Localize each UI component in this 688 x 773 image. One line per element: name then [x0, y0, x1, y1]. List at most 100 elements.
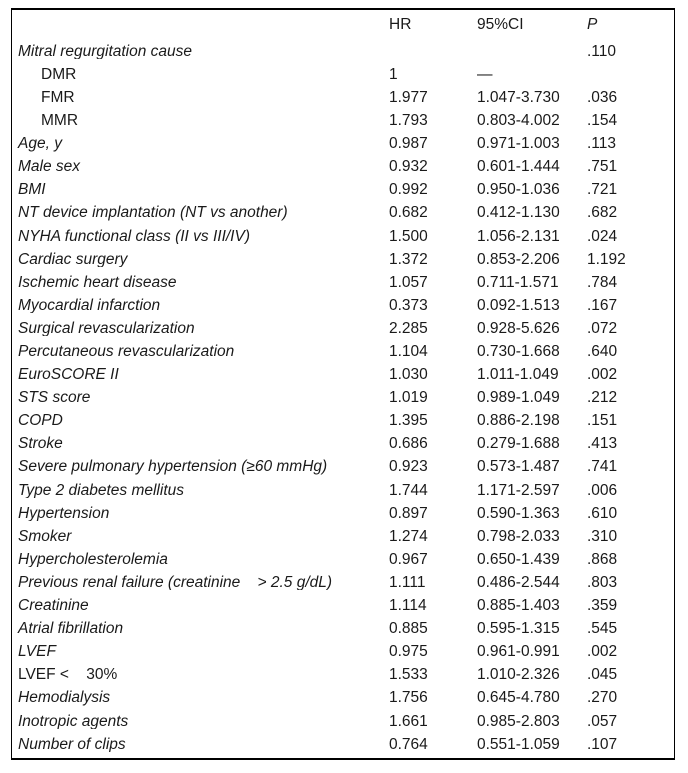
hr-value: 2.285	[389, 320, 428, 337]
hr-value: 0.992	[389, 182, 428, 198]
hr-value: 1.793	[389, 113, 428, 129]
ci-value: 0.650-1.439	[477, 551, 560, 568]
ci-value: 1.011-1.049	[477, 367, 559, 383]
ci-value: 0.950-1.036	[477, 182, 560, 198]
hr-value: 1.395	[389, 413, 428, 429]
hr-value: 1	[389, 66, 398, 83]
table-row: LVEF 0.975 0.961-0.991 .002	[12, 640, 674, 663]
p-value: .002	[587, 367, 618, 383]
ci-value: 0.798-2.033	[477, 528, 560, 545]
ci-value: 0.961-0.991	[477, 644, 560, 660]
table-row: BMI 0.992 0.950-1.036 .721	[12, 179, 674, 202]
ci-value: 0.711-1.571	[477, 274, 559, 291]
row-label: Inotropic agents	[18, 713, 129, 730]
table-body: Mitral regurgitation cause .110 DMR 1 — FMR 1.…	[12, 40, 674, 756]
table-row: Percutaneous revascularization 1.104 0.730…	[12, 340, 674, 363]
row-label: COPD	[18, 413, 63, 429]
hr-value: 1.756	[389, 690, 428, 706]
table-row: MMR 1.793 0.803-4.002 .154	[12, 109, 674, 132]
row-label: Hemodialysis	[18, 690, 111, 706]
row-label: NT device implantation (NT vs another)	[18, 205, 288, 221]
hr-value: 0.923	[389, 459, 428, 475]
ci-value: 0.645-4.780	[477, 690, 560, 706]
table-row: NT device implantation (NT vs another) 0.…	[12, 202, 674, 225]
hr-value: 0.686	[389, 436, 428, 452]
row-label: Percutaneous revascularization	[18, 344, 235, 360]
p-value: .107	[587, 736, 618, 753]
hr-value: 0.975	[389, 644, 428, 660]
hr-value: 0.682	[389, 205, 428, 221]
ci-value: 0.730-1.668	[477, 344, 560, 360]
p-value: .741	[587, 459, 618, 475]
hr-value: 1.019	[389, 390, 428, 406]
p-value: .413	[587, 436, 618, 452]
p-value: .212	[587, 390, 618, 406]
table-row: Creatinine 1.114 0.885-1.403 .359	[12, 594, 674, 617]
p-value: .610	[587, 505, 618, 522]
ci-value: 0.551-1.059	[477, 736, 560, 753]
row-label: LVEF < 30%	[18, 667, 118, 683]
table-row: Smoker 1.274 0.798-2.033 .310	[12, 525, 674, 548]
p-value: .045	[587, 667, 618, 683]
row-label: Myocardial infarction	[18, 297, 161, 314]
ci-value: 0.279-1.688	[477, 436, 560, 452]
row-label: STS score	[18, 390, 91, 406]
table-row: Cardiac surgery 1.372 0.853-2.206 1.192	[12, 248, 674, 271]
table-row: LVEF < 30% 1.533 1.010-2.326 .045	[12, 664, 674, 687]
hr-value: 1.104	[389, 344, 428, 360]
table-row: Mitral regurgitation cause .110	[12, 40, 674, 63]
hr-value: 1.661	[389, 713, 428, 730]
ci-value: 0.092-1.513	[477, 297, 560, 314]
p-value: .110	[587, 43, 617, 60]
ci-value: 1.171-2.597	[477, 482, 560, 499]
row-label: Creatinine	[18, 598, 89, 614]
p-value: .640	[587, 344, 618, 360]
row-label: Hypertension	[18, 505, 110, 522]
row-label: FMR	[41, 89, 75, 106]
hr-value: 1.533	[389, 667, 428, 683]
p-value: .072	[587, 320, 618, 337]
row-label: EuroSCORE II	[18, 367, 119, 383]
p-value: .002	[587, 644, 618, 660]
table-row: Hypercholesterolemia 0.967 0.650-1.439 .868	[12, 548, 674, 571]
p-value: .359	[587, 598, 618, 614]
column-header-hr: HR	[389, 17, 412, 33]
column-header-ci: 95%CI	[477, 17, 524, 33]
ci-value: 1.056-2.131	[477, 228, 560, 245]
p-value: .545	[587, 621, 618, 637]
row-label: Mitral regurgitation cause	[18, 43, 193, 60]
table-row: EuroSCORE II 1.030 1.011-1.049 .002	[12, 363, 674, 386]
p-value: .154	[587, 113, 618, 129]
ci-value: 0.853-2.206	[477, 251, 560, 268]
hr-value: 1.500	[389, 228, 428, 245]
table-row: Myocardial infarction 0.373 0.092-1.513 .16…	[12, 294, 674, 317]
p-value: .803	[587, 574, 618, 591]
row-label: Type 2 diabetes mellitus	[18, 482, 184, 499]
table-row: FMR 1.977 1.047-3.730 .036	[12, 86, 674, 109]
hr-value: 0.764	[389, 736, 428, 753]
p-value: .270	[587, 690, 618, 706]
table-row: Age, y 0.987 0.971-1.003 .113	[12, 132, 674, 155]
table-row: Inotropic agents 1.661 0.985-2.803 .057	[12, 710, 674, 733]
row-label: NYHA functional class (II vs III/IV)	[18, 228, 250, 245]
ci-value: 1.047-3.730	[477, 89, 560, 106]
ci-value: 0.573-1.487	[477, 459, 560, 475]
row-label: MMR	[41, 113, 79, 129]
hr-value: 1.114	[389, 598, 427, 614]
p-value: .057	[587, 713, 618, 730]
column-header-p: P	[587, 17, 598, 33]
ci-value: 0.971-1.003	[477, 136, 560, 152]
hr-value: 0.967	[389, 551, 428, 568]
ci-value: 0.886-2.198	[477, 413, 560, 429]
table-row: Severe pulmonary hypertension (≥60 mmHg)…	[12, 456, 674, 479]
ci-value: 0.601-1.444	[477, 159, 560, 175]
ci-value: 0.595-1.315	[477, 621, 560, 637]
table-row: NYHA functional class (II vs III/IV) 1.50…	[12, 225, 674, 248]
table-row: Hemodialysis 1.756 0.645-4.780 .270	[12, 687, 674, 710]
p-value: .113	[587, 136, 617, 152]
p-value: .151	[587, 413, 618, 429]
table-row: Male sex 0.932 0.601-1.444 .751	[12, 155, 674, 178]
table-row: Type 2 diabetes mellitus 1.744 1.171-2.597…	[12, 479, 674, 502]
p-value: .784	[587, 274, 618, 291]
